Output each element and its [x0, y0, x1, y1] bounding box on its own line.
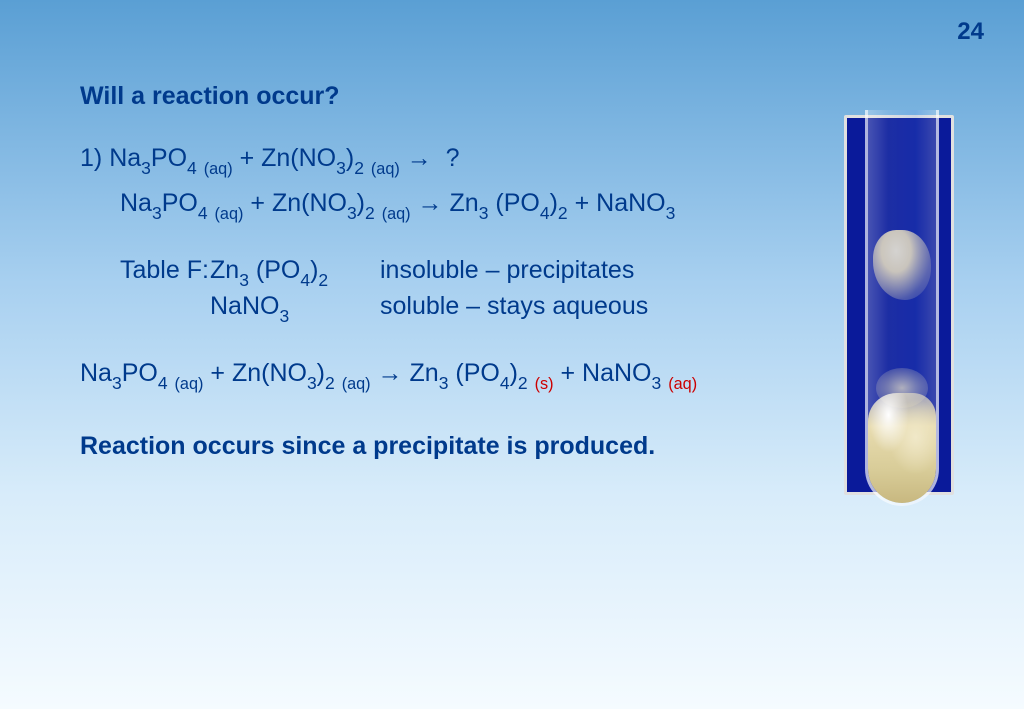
test-tube: [865, 110, 939, 506]
test-tube-image: [844, 115, 954, 495]
reactant-na3po4-2: Na3PO4 (aq): [120, 189, 250, 217]
precipitate-cloud: [873, 230, 931, 300]
table-label: Table F:: [80, 254, 210, 291]
item-number: 1): [80, 144, 102, 172]
reactant-na3po4: Na3PO4 (aq): [109, 144, 239, 172]
conclusion: Reaction occurs since a precipitate is p…: [80, 430, 780, 464]
arrow: →: [407, 144, 432, 172]
table-formula-2: NaNO3: [210, 290, 380, 327]
product-zn3po4: Zn3 (PO4)2: [450, 189, 575, 217]
table-row: NaNO3 soluble – stays aqueous: [80, 290, 780, 327]
table-formula-1: Zn3 (PO4)2: [210, 254, 380, 291]
plus-sign: +: [240, 144, 255, 172]
heading: Will a reaction occur?: [80, 80, 780, 114]
table-desc-2: soluble – stays aqueous: [380, 290, 780, 327]
product-nano3: NaNO3: [596, 189, 675, 217]
equation-question: 1) Na3PO4 (aq) + Zn(NO3)2 (aq) → ?: [80, 142, 780, 179]
reactant-znno3: Zn(NO3)2 (aq): [261, 144, 407, 172]
solubility-table: Table F: Zn3 (PO4)2 insoluble – precipit…: [80, 254, 780, 327]
final-equation: Na3PO4 (aq) + Zn(NO3)2 (aq) → Zn3 (PO4)2…: [80, 357, 780, 394]
precipitate-sediment: [868, 393, 936, 503]
page-number: 24: [957, 18, 984, 46]
slide-content: Will a reaction occur? 1) Na3PO4 (aq) + …: [80, 80, 780, 464]
state-solid: (s): [535, 375, 554, 393]
equation-products: Na3PO4 (aq) + Zn(NO3)2 (aq) → Zn3 (PO4)2…: [80, 187, 780, 224]
table-row: Table F: Zn3 (PO4)2 insoluble – precipit…: [80, 254, 780, 291]
equation-block: 1) Na3PO4 (aq) + Zn(NO3)2 (aq) → ? Na3PO…: [80, 142, 780, 224]
state-aqueous: (aq): [668, 375, 697, 393]
reactant-znno3-2: Zn(NO3)2 (aq): [272, 189, 418, 217]
table-desc-1: insoluble – precipitates: [380, 254, 780, 291]
question-mark: ?: [446, 144, 460, 172]
